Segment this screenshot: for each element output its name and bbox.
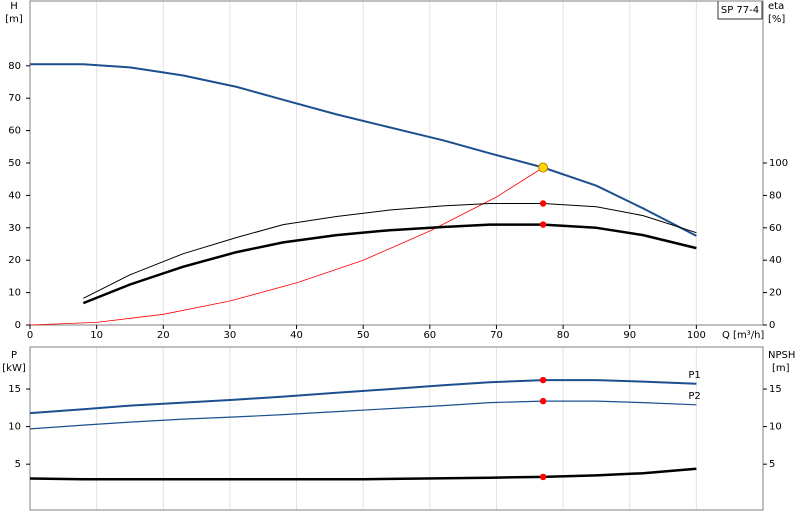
y-tick-label: 0 [15,320,21,331]
y2-tick-label: 80 [769,190,782,201]
y-axis-unit: [kW] [2,363,26,374]
chart-title: SP 77-4 [721,5,759,16]
y2-tick-label: 100 [769,158,788,169]
y-tick-label: 15 [8,384,21,395]
y2-axis-unit: [m] [772,363,790,374]
y-axis-unit: [m] [5,14,23,25]
operating-point [539,200,547,207]
curve [29,167,544,326]
x-tick-label: 0 [27,330,33,341]
series-label: P1 [688,370,700,381]
x-tick-label: 70 [490,330,503,341]
x-axis-label: Q [m³/h] [722,330,764,341]
operating-point [539,221,547,228]
y2-axis-unit: [%] [768,14,785,25]
y2-axis-label: NPSH [768,350,795,361]
curve [83,203,697,299]
curve [30,63,697,237]
y2-tick-label: 15 [769,384,782,395]
series-label: P2 [688,391,700,402]
y-tick-label: 30 [8,223,21,234]
y-tick-label: 70 [8,93,21,104]
operating-point [539,376,547,384]
curve [29,379,697,415]
curve [82,223,697,305]
y-tick-label: 5 [15,459,21,470]
curve [29,400,697,430]
y2-tick-label: 10 [769,422,782,433]
y-tick-label: 60 [8,126,21,137]
operating-point [539,397,547,405]
y2-axis-label: eta [768,1,784,12]
x-tick-label: 50 [357,330,370,341]
y-tick-label: 20 [8,255,21,266]
y-axis-label: P [11,350,17,361]
operating-point [539,473,547,481]
y2-tick-label: 60 [769,223,782,234]
x-tick-label: 10 [90,330,103,341]
y2-tick-label: 5 [769,459,775,470]
y2-tick-label: 20 [769,288,782,299]
x-tick-label: 20 [157,330,170,341]
x-tick-label: 40 [290,330,303,341]
y-tick-label: 10 [8,288,21,299]
y2-tick-label: 40 [769,255,782,266]
operating-point [538,162,549,173]
y-tick-label: 40 [8,190,21,201]
y-tick-label: 80 [8,61,21,72]
x-tick-label: 30 [224,330,237,341]
x-tick-label: 90 [623,330,636,341]
x-tick-label: 80 [557,330,570,341]
y-tick-label: 50 [8,158,21,169]
y-axis-label: H [10,1,18,12]
y-tick-label: 10 [8,422,21,433]
x-tick-label: 100 [687,330,706,341]
y2-tick-label: 0 [769,320,775,331]
x-tick-label: 60 [423,330,436,341]
curve [29,467,697,481]
